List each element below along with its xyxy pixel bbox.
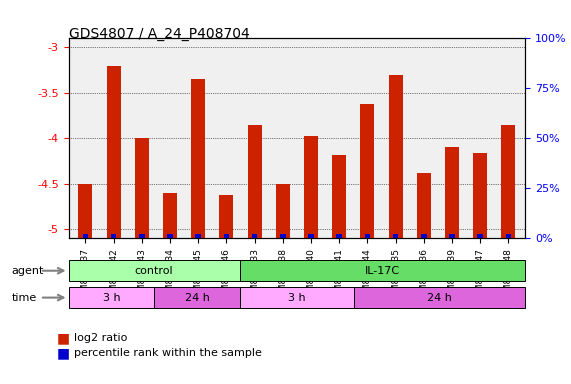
Text: log2 ratio: log2 ratio: [74, 333, 127, 343]
Bar: [449, 234, 455, 238]
Bar: [139, 234, 144, 238]
Bar: [83, 234, 89, 238]
Bar: [248, 125, 262, 238]
Bar: [505, 234, 511, 238]
FancyBboxPatch shape: [354, 287, 525, 308]
Bar: [501, 125, 516, 238]
Bar: [417, 173, 431, 238]
Bar: [304, 136, 318, 238]
Bar: [365, 234, 370, 238]
Text: time: time: [11, 293, 37, 303]
Bar: [477, 234, 483, 238]
Bar: [195, 234, 201, 238]
Bar: [107, 66, 120, 238]
Bar: [332, 155, 346, 238]
Bar: [336, 234, 342, 238]
Text: ■: ■: [57, 331, 70, 345]
Bar: [191, 79, 206, 238]
Text: control: control: [135, 266, 174, 276]
Bar: [167, 234, 173, 238]
Bar: [421, 234, 427, 238]
Text: IL-17C: IL-17C: [365, 266, 400, 276]
Bar: [360, 104, 375, 238]
Text: 3 h: 3 h: [288, 293, 305, 303]
Bar: [224, 234, 229, 238]
FancyBboxPatch shape: [240, 260, 525, 281]
Bar: [473, 153, 487, 238]
Bar: [445, 147, 459, 238]
Text: percentile rank within the sample: percentile rank within the sample: [74, 348, 262, 358]
FancyBboxPatch shape: [69, 287, 154, 308]
FancyBboxPatch shape: [240, 287, 354, 308]
FancyBboxPatch shape: [69, 260, 240, 281]
Bar: [78, 184, 93, 238]
Bar: [308, 234, 314, 238]
Bar: [280, 234, 286, 238]
Bar: [163, 193, 177, 238]
Text: 3 h: 3 h: [103, 293, 120, 303]
Bar: [276, 184, 290, 238]
Text: GDS4807 / A_24_P408704: GDS4807 / A_24_P408704: [69, 27, 250, 41]
FancyBboxPatch shape: [154, 287, 240, 308]
Bar: [135, 138, 149, 238]
Bar: [388, 75, 403, 238]
Bar: [393, 234, 399, 238]
Text: ■: ■: [57, 346, 70, 360]
Text: 24 h: 24 h: [184, 293, 210, 303]
Bar: [252, 234, 258, 238]
Text: 24 h: 24 h: [427, 293, 452, 303]
Bar: [219, 195, 234, 238]
Text: agent: agent: [11, 266, 44, 276]
Bar: [111, 234, 116, 238]
